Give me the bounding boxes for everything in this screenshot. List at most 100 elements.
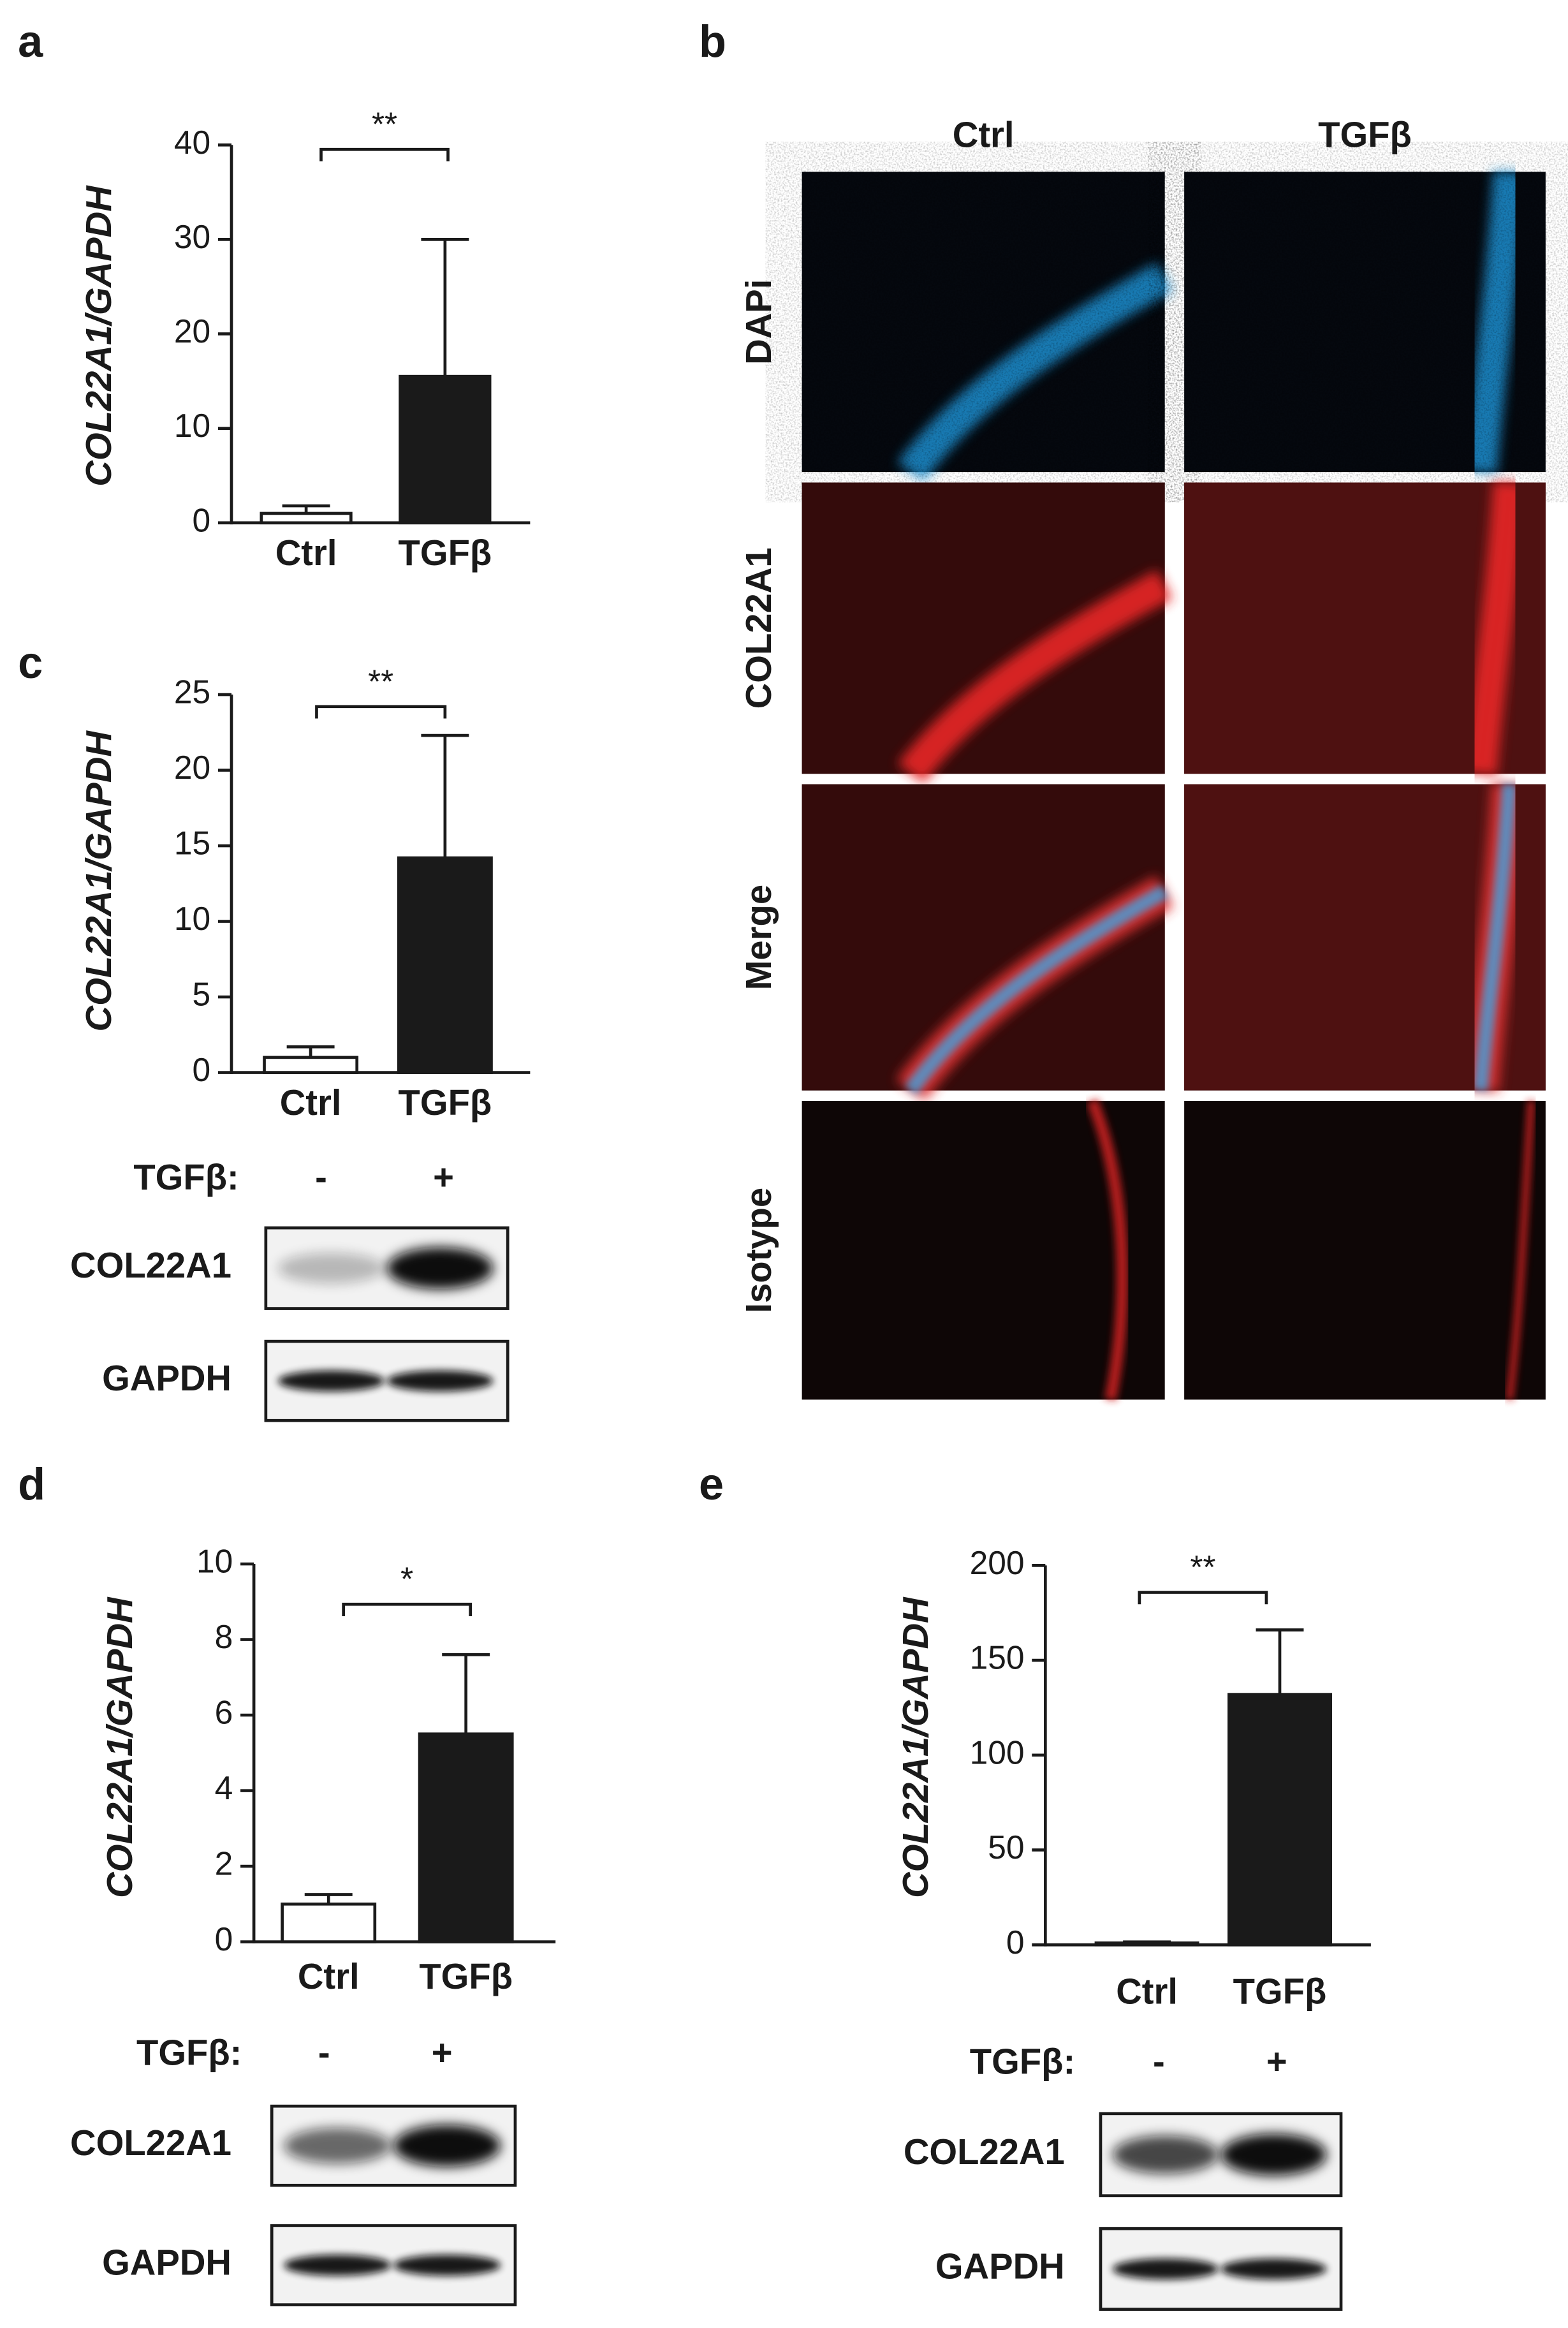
row-label: Isotype bbox=[738, 1188, 779, 1313]
x-tick-label: TGFβ bbox=[399, 533, 492, 573]
bar bbox=[418, 1732, 514, 1943]
blot-band bbox=[1220, 2133, 1327, 2176]
y-tick-label: 0 bbox=[193, 1051, 211, 1088]
panel-label: e bbox=[699, 1459, 724, 1509]
micrograph-background bbox=[1184, 1101, 1546, 1400]
micrograph-image bbox=[1184, 1100, 1546, 1401]
blot-row-label: COL22A1 bbox=[70, 2123, 231, 2163]
blot-band bbox=[284, 2255, 392, 2276]
y-tick-label: 40 bbox=[174, 124, 210, 161]
micrograph-band bbox=[1506, 1100, 1535, 1401]
micrograph-image bbox=[802, 482, 1173, 784]
lane-label: - bbox=[1153, 2041, 1165, 2081]
blot-row-label: COL22A1 bbox=[904, 2132, 1065, 2172]
y-axis-label: COL22A1/GAPDH bbox=[78, 730, 119, 1032]
bar bbox=[260, 512, 353, 525]
significance-bracket bbox=[342, 1602, 473, 1617]
blot-band bbox=[1112, 2258, 1219, 2280]
blot-band bbox=[277, 1253, 385, 1284]
blot-band bbox=[393, 2255, 501, 2276]
y-tick-label: 4 bbox=[215, 1769, 233, 1806]
x-tick-label: Ctrl bbox=[280, 1082, 342, 1123]
y-tick-label: 20 bbox=[174, 313, 210, 350]
micrograph-image bbox=[1184, 170, 1546, 474]
y-axis-label: COL22A1/GAPDH bbox=[895, 1596, 935, 1898]
y-tick-label: 6 bbox=[215, 1694, 233, 1731]
y-tick-label: 2 bbox=[215, 1845, 233, 1882]
micrograph-image bbox=[802, 784, 1174, 1101]
micrograph-image bbox=[1184, 783, 1546, 1092]
micrograph-image bbox=[802, 1098, 1165, 1401]
micrograph-band bbox=[1087, 1098, 1129, 1401]
micrograph-band bbox=[897, 570, 1173, 784]
blot-band bbox=[393, 2125, 501, 2167]
significance-bracket bbox=[1138, 1591, 1268, 1605]
significance-bracket bbox=[319, 147, 450, 161]
bar bbox=[1227, 1693, 1332, 1947]
y-tick-label: 10 bbox=[196, 1543, 233, 1580]
significance-label: ** bbox=[368, 663, 393, 700]
x-tick-label: TGFβ bbox=[399, 1082, 492, 1123]
x-tick-label: Ctrl bbox=[275, 533, 337, 573]
blot-band bbox=[386, 1370, 494, 1392]
blot-band bbox=[1220, 2258, 1327, 2280]
y-tick-label: 20 bbox=[174, 749, 210, 786]
blot-band bbox=[284, 2128, 392, 2164]
y-tick-label: 0 bbox=[193, 501, 211, 538]
blot-band bbox=[277, 1370, 385, 1392]
y-tick-label: 0 bbox=[215, 1920, 233, 1957]
significance-label: * bbox=[400, 1561, 413, 1598]
blot-treatment-label: TGFβ: bbox=[136, 2032, 242, 2072]
row-label: COL22A1 bbox=[738, 547, 779, 709]
bar bbox=[399, 374, 492, 525]
y-tick-label: 50 bbox=[988, 1829, 1024, 1866]
y-tick-label: 200 bbox=[970, 1544, 1025, 1581]
lane-label: + bbox=[432, 2032, 453, 2072]
y-tick-label: 10 bbox=[174, 407, 210, 444]
blot-row-label: GAPDH bbox=[935, 2246, 1065, 2286]
y-tick-label: 100 bbox=[970, 1734, 1025, 1771]
y-tick-label: 25 bbox=[174, 674, 210, 711]
micrograph-band bbox=[1473, 783, 1517, 1091]
y-tick-label: 8 bbox=[215, 1618, 233, 1655]
x-tick-label: TGFβ bbox=[1233, 1971, 1327, 2011]
blot-row-label: COL22A1 bbox=[70, 1245, 231, 1285]
significance-bracket bbox=[315, 705, 447, 719]
y-tick-label: 0 bbox=[1006, 1924, 1025, 1961]
panel-label: a bbox=[18, 16, 43, 66]
panel-label: d bbox=[18, 1459, 45, 1509]
lane-label: + bbox=[433, 1157, 454, 1197]
micrograph-speckle bbox=[1184, 172, 1546, 473]
bar bbox=[263, 1056, 359, 1074]
y-axis-label: COL22A1/GAPDH bbox=[99, 1596, 140, 1898]
micrograph-speckle bbox=[802, 172, 1165, 473]
x-tick-label: TGFβ bbox=[419, 1956, 513, 1996]
x-tick-label: Ctrl bbox=[1116, 1971, 1178, 2011]
y-tick-label: 30 bbox=[174, 218, 210, 255]
micrograph-image bbox=[802, 172, 1173, 482]
y-axis-label: COL22A1/GAPDH bbox=[78, 185, 119, 487]
lane-label: - bbox=[315, 1157, 327, 1197]
column-header: TGFβ bbox=[1318, 114, 1412, 154]
blot-band bbox=[1112, 2135, 1219, 2174]
blot-row-label: GAPDH bbox=[102, 2242, 231, 2282]
row-label: Merge bbox=[738, 885, 779, 991]
bar bbox=[397, 856, 493, 1074]
bar bbox=[1094, 1941, 1199, 1947]
lane-label: + bbox=[1266, 2041, 1287, 2081]
y-tick-label: 150 bbox=[970, 1639, 1025, 1676]
micrograph-band bbox=[904, 885, 1169, 1095]
micrograph-band bbox=[1464, 481, 1526, 776]
blot-row-label: GAPDH bbox=[102, 1358, 231, 1398]
column-header: Ctrl bbox=[953, 114, 1015, 154]
significance-label: ** bbox=[1190, 1549, 1215, 1586]
bar bbox=[281, 1902, 377, 1943]
x-tick-label: Ctrl bbox=[298, 1956, 360, 1996]
significance-label: ** bbox=[372, 106, 397, 143]
micrograph-image bbox=[1184, 481, 1546, 776]
row-label: DAPi bbox=[738, 279, 779, 365]
panel-label: c bbox=[18, 637, 43, 688]
blot-treatment-label: TGFβ: bbox=[970, 2041, 1075, 2081]
